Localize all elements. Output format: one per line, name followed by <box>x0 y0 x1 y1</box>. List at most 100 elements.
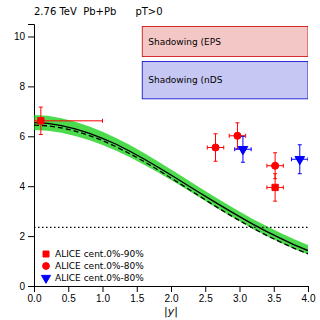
y-tick-label: 0 <box>19 281 25 292</box>
x-tick-label: 1.5 <box>130 293 144 304</box>
marks <box>34 26 308 254</box>
x-tick-mark <box>240 286 241 292</box>
y-tick: 10 <box>14 31 34 42</box>
y-tick: 6 <box>19 131 34 142</box>
x-error-cap <box>251 147 252 151</box>
y-error-cap <box>214 161 218 162</box>
y-error-cap <box>273 201 277 202</box>
y-tick-mark <box>28 236 34 237</box>
legend-symbol <box>41 275 50 283</box>
x-tick-label: 0.0 <box>28 293 42 304</box>
y-error-cap <box>298 144 302 145</box>
legend-symbol <box>43 251 49 257</box>
y-error-cap <box>235 122 239 123</box>
y-error-cap <box>241 162 245 163</box>
x-tick-mark <box>68 286 69 292</box>
reference-line <box>34 227 308 228</box>
region <box>142 61 308 98</box>
legend-label: ALICE cent.0%-80% <box>55 273 144 283</box>
plot: 0.0 0.5 1.0 1.5 2.0 2.5 3.0 3.5 4.0 0 2 4 6 8 10 Shadow… <box>14 6 316 318</box>
x-tick: 0.0 <box>28 286 42 304</box>
x-axis-line <box>35 287 309 293</box>
x-tick-mark <box>137 286 138 292</box>
texts: Shadowing (EPS Shadowing (nDS <box>148 37 222 86</box>
x-tick: 2.0 <box>165 286 179 304</box>
point <box>238 146 248 154</box>
legend-label: ALICE cent.0%-80% <box>55 261 144 271</box>
x-error-cap <box>266 164 267 168</box>
point <box>234 132 241 139</box>
point <box>295 156 305 164</box>
x-tick-label: 3.5 <box>267 293 281 304</box>
chart: 0.0 0.5 1.0 1.5 2.0 2.5 3.0 3.5 4.0 0 2 4 6 8 10 Shadow… <box>0 0 320 320</box>
y-error-cap <box>273 178 277 179</box>
x-error-cap <box>308 157 309 161</box>
y-tick-mark <box>28 286 34 287</box>
y-error-cap <box>214 133 218 134</box>
region-label: Shadowing (EPS <box>148 37 221 47</box>
y-error-cap <box>39 134 43 135</box>
y-error-cap <box>241 136 245 137</box>
y-tick-mark <box>28 186 34 187</box>
x-error-cap <box>283 164 284 168</box>
legend-label: ALICE cent.0%-90% <box>55 249 144 259</box>
region-label: Shadowing (nDS <box>148 75 222 85</box>
y-tick-label: 6 <box>19 131 25 142</box>
line <box>34 123 308 251</box>
x-error-cap <box>234 147 235 151</box>
x-tick-label: 1.0 <box>96 293 110 304</box>
x-tick: 3.5 <box>267 286 281 304</box>
x-error-cap <box>102 119 103 123</box>
x-tick-label: 2.0 <box>165 293 179 304</box>
x-error-cap <box>229 134 230 138</box>
x-tick: 0.5 <box>62 286 76 304</box>
x-tick-mark <box>308 286 309 292</box>
x-error-cap <box>291 157 292 161</box>
x-error-cap <box>207 146 208 150</box>
y-error-cap <box>273 152 277 153</box>
y-tick-mark <box>28 86 34 87</box>
point <box>212 144 219 151</box>
x-tick-label: 2.5 <box>199 293 213 304</box>
x-error-cap <box>34 119 35 123</box>
x-error-cap <box>266 185 267 189</box>
x-tick-label: 0.5 <box>62 293 76 304</box>
x-tick: 4.0 <box>302 286 316 304</box>
band <box>34 115 308 254</box>
x-tick: 2.5 <box>199 286 213 304</box>
legend: ALICE cent.0%-90% ALICE cent.0%-80% ALICE … <box>41 249 144 283</box>
y-error-cap <box>39 107 43 108</box>
y-tick: 2 <box>19 231 34 242</box>
y-tick-label: 8 <box>19 81 25 92</box>
x-error-cap <box>283 185 284 189</box>
x-error-cap <box>223 146 224 150</box>
point <box>38 118 44 124</box>
region <box>142 26 308 56</box>
y-axis: 0 2 4 6 8 10 <box>14 25 35 292</box>
x-tick-mark <box>274 286 275 292</box>
y-tick-mark <box>28 36 34 37</box>
y-tick: 4 <box>19 181 34 192</box>
y-tick-label: 2 <box>19 231 25 242</box>
x-tick: 1.0 <box>96 286 110 304</box>
y-axis-line <box>28 25 35 287</box>
x-tick: 3.0 <box>233 286 247 304</box>
y-error-cap <box>298 173 302 174</box>
legend-symbol <box>43 263 50 270</box>
point <box>272 162 279 169</box>
x-tick-mark <box>171 286 172 292</box>
x-axis: 0.0 0.5 1.0 1.5 2.0 2.5 3.0 3.5 4.0 <box>28 286 316 304</box>
x-error-cap <box>245 134 246 138</box>
y-tick: 8 <box>19 81 34 92</box>
x-tick-mark <box>103 286 104 292</box>
y-tick-label: 4 <box>19 181 25 192</box>
y-tick-label: 10 <box>14 31 26 42</box>
x-tick-label: 3.0 <box>233 293 247 304</box>
x-tick-mark <box>205 286 206 292</box>
y-tick-mark <box>28 136 34 137</box>
point <box>272 184 278 190</box>
x-tick-label: 4.0 <box>302 293 316 304</box>
y-tick: 0 <box>19 281 34 292</box>
x-tick: 1.5 <box>130 286 144 304</box>
line <box>34 125 308 254</box>
